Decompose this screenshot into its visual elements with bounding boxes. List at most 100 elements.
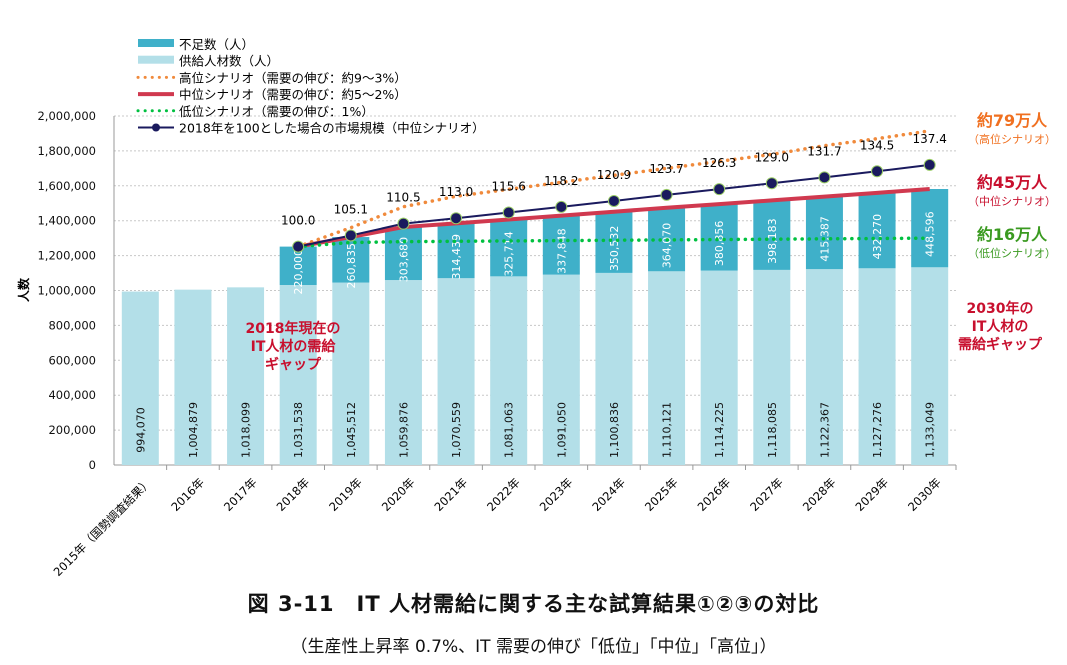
bar-label-supply: 1,133,049 [924,402,937,458]
figure-subtitle: （生産性上昇率 0.7%、IT 需要の伸び「低位」「中位」「高位」） [290,637,777,657]
legend-label: 2018年を100とした場合の市場規模（中位シナリオ） [179,121,485,136]
y-tick-label: 1,400,000 [37,214,96,228]
market-index-marker [765,177,778,190]
bar-label-shortage: 337,848 [555,228,568,273]
bar-label-shortage: 260,835 [345,243,358,289]
bar-label-shortage: 314,439 [450,234,463,280]
bar-shortage [858,192,896,269]
market-index-label: 113.0 [439,185,473,199]
annotation-gap-2018: IT人材の需給 [251,338,337,355]
annotation-gap-2030: IT人材の [972,318,1029,335]
bar-supply [174,289,212,465]
market-index-label: 134.5 [860,138,894,152]
y-tick-label: 600,000 [48,353,96,367]
bar-label-shortage: 432,270 [871,214,884,259]
bar-supply [227,287,265,465]
figure-title: 図 3-11 IT 人材需給に関する主な試算結果①②③の対比 [247,592,820,616]
bar-shortage [911,189,949,268]
bar-label-shortage: 350,532 [608,226,621,271]
bar-label-supply: 1,091,050 [555,402,568,458]
market-index-label: 100.0 [281,214,315,228]
market-index-marker [713,183,726,196]
market-index-marker [555,200,568,213]
line-high-scenario [296,129,932,249]
legend-label: 供給人材数（人） [179,54,279,69]
bar-label-supply: 1,081,063 [503,402,516,458]
bar-supply [858,268,896,465]
bar-supply [595,272,633,465]
bar-supply [121,291,159,465]
market-index-marker [660,188,673,201]
market-index-label: 110.5 [386,191,420,205]
annotation-gap-2018: 2018年現在の [246,320,341,337]
y-tick-label: 800,000 [48,318,96,332]
market-index-label: 137.4 [913,132,947,146]
bar-supply [700,270,738,465]
x-tick-label: 2023年 [537,475,576,514]
bar-shortage [700,204,738,271]
x-tick-label: 2018年 [274,475,313,514]
bar-label-supply: 1,100,836 [608,402,621,458]
bar-supply [490,276,528,465]
market-index-marker [397,217,410,230]
x-tick-label: 2024年 [589,475,628,514]
bar-shortage [753,200,791,270]
x-tick-label: 2019年 [326,475,365,514]
chart: 0 200,000 400,000 600,000 800,000 1,000,000 1,… [16,37,1056,579]
bar-shortage [805,196,843,270]
legend-swatch [138,55,174,64]
bar-label-supply: 1,045,512 [345,402,358,458]
annotation-low: 約16万人 [977,225,1048,244]
annotation-low-sub: （低位シナリオ） [968,246,1056,260]
bar-label-supply: 1,118,085 [766,402,779,458]
bar-label-supply: 1,004,879 [187,402,200,458]
x-tick-label: 2029年 [852,475,891,514]
bar-shortage [437,223,475,279]
bar-label-shortage: 398,183 [766,218,779,264]
legend-label: 高位シナリオ（需要の伸び：約9～3%） [179,70,407,85]
bar-label-shortage: 325,714 [503,231,516,277]
bar-label-shortage: 448,596 [924,211,937,257]
legend-label: 不足数（人） [179,37,254,52]
legend-label: 中位シナリオ（需要の伸び：約5～2%） [179,87,407,102]
annotation-high-sub: （高位シナリオ） [968,132,1056,146]
x-tick-label: 2015年（国勢調査結果） [51,475,155,579]
bar-shortage [595,211,633,273]
market-index-label: 129.0 [755,150,789,164]
market-index-marker [923,158,936,171]
market-index-marker [292,240,305,253]
y-tick-label: 1,000,000 [37,284,96,298]
market-index-marker [818,171,831,184]
x-tick-label: 2028年 [800,475,839,514]
annotation-mid: 約45万人 [977,173,1048,192]
bar-label-shortage: 303,680 [397,237,410,283]
bar-label-shortage: 380,856 [713,221,726,267]
x-tick-label: 2021年 [431,475,470,514]
x-tick-label: 2025年 [642,475,681,514]
market-index-label: 131.7 [807,144,841,158]
bar-supply [332,282,370,465]
annotation-gap-2030: 2030年の [967,300,1034,317]
bar-supply [805,269,843,465]
x-tick-label: 2017年 [221,475,260,514]
market-index-marker [344,229,357,242]
bar-supply [279,284,317,465]
market-index-label: 118.2 [544,174,578,188]
legend-label: 低位シナリオ（需要の伸び：1%） [179,104,374,119]
bar-supply [384,280,422,465]
market-index-label: 123.7 [649,162,683,176]
y-tick-label: 2,000,000 [37,109,96,123]
y-tick-label: 0 [89,458,96,472]
bar-shortage [332,237,370,283]
market-index-label: 105.1 [334,202,368,216]
annotation-high: 約79万人 [977,111,1048,130]
y-tick-label: 1,200,000 [37,249,96,263]
y-tick-label: 200,000 [48,423,96,437]
annotation-gap-2018: ギャップ [265,356,322,373]
bar-label-supply: 1,110,121 [661,402,674,458]
market-index-marker [871,165,884,178]
y-tick-label: 1,800,000 [37,144,96,158]
bar-shortage [490,219,528,277]
market-index-label: 126.3 [702,156,736,170]
bar-label-supply: 1,122,367 [818,402,831,458]
